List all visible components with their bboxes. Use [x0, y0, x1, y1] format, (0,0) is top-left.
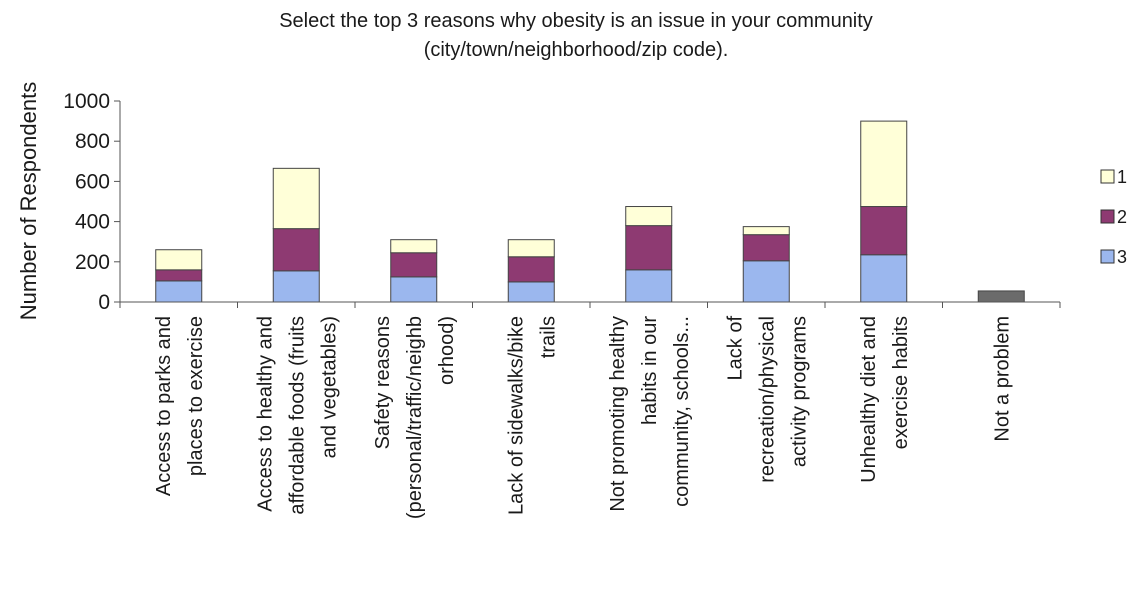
category-label-line: Lack of sidewalks/bike [505, 316, 527, 515]
category-label: Access to healthy and affordable foods (f… [254, 316, 340, 515]
y-tick-label: 0 [98, 291, 110, 314]
category-label-line: recreation/physical [756, 316, 778, 483]
category-label-line: activity programs [788, 316, 810, 467]
category-label: Lack of recreation/physical activity progr… [724, 316, 810, 483]
category-label-line: habits in our [639, 316, 661, 425]
y-tick-label: 800 [75, 130, 110, 153]
chart-title: Select the top 3 reasons why obesity is … [279, 10, 873, 32]
bar-segment-series-1-cat-2 [390, 239, 438, 254]
category-label-text: Not a problem [991, 316, 1013, 442]
category-label-line: (personal/traffic/neighb [404, 316, 426, 519]
category-label-line: affordable foods (fruits [286, 316, 308, 515]
legend-label-3: 3 [1117, 247, 1127, 267]
chart-subtitle: (city/town/neighborhood/zip code). [424, 39, 729, 61]
category-label-text: Lack of sidewalks/bike trails [505, 316, 559, 515]
category-label-line: Unhealthy diet and [858, 316, 880, 483]
bar-segment-series-3-cat-0 [155, 280, 203, 303]
category-label: Lack of sidewalks/bike trails [505, 316, 559, 515]
category-label: Not a problem [991, 316, 1013, 442]
category-label-line: community, schools... [671, 316, 693, 507]
bar-segment-series-2-cat-1 [272, 228, 320, 272]
category-label-line: Lack of [724, 316, 746, 381]
bar-segment-series-1-cat-4 [625, 206, 673, 227]
bar-segment-series-3-cat-3 [507, 281, 555, 303]
axes [119, 101, 1061, 308]
category-label-line: places to exercise [185, 316, 207, 476]
category-label-line: and vegetables) [318, 316, 340, 458]
bar-segment-series-3-cat-6 [860, 254, 908, 303]
bar-segment-series-3-cat-2 [390, 276, 438, 303]
legend-swatch-2 [1100, 209, 1115, 224]
y-tick-label: 400 [75, 211, 110, 234]
category-label-line: orhood) [436, 316, 458, 385]
bar-segment-series-2-cat-5 [742, 234, 790, 262]
bars [155, 120, 1025, 303]
category-label: Unhealthy diet and exercise habits [858, 316, 912, 483]
bar-segment-series-2-cat-4 [625, 225, 673, 271]
category-label: Access to parks and places to exercise [153, 316, 207, 496]
y-tick-label: 200 [75, 251, 110, 274]
legend-swatch-3 [1100, 249, 1115, 264]
category-label-line: Access to parks and [153, 316, 175, 496]
bar-segment-series-2-cat-0 [155, 269, 203, 282]
y-tick-label: 600 [75, 170, 110, 193]
bar-segment-series-1-cat-6 [860, 120, 908, 208]
y-axis-label: Number of Respondents [16, 82, 41, 320]
category-label-line: exercise habits [890, 316, 912, 449]
category-label: Safety reasons (personal/traffic/neighb or… [372, 316, 458, 519]
bar-single-cat-7 [977, 290, 1025, 303]
category-label-line: Safety reasons [372, 316, 394, 449]
category-label-text: Unhealthy diet and exercise habits [858, 316, 912, 483]
category-label-text: Access to parks and places to exercise [153, 316, 207, 496]
y-axis: 0 200 400 600 800 1000 [63, 90, 120, 314]
category-label: Not promoting healthy habits in our commun… [607, 316, 693, 512]
category-label-line: Access to healthy and [254, 316, 276, 512]
y-tick-label: 1000 [63, 90, 110, 113]
bar-segment-series-1-cat-0 [155, 249, 203, 271]
legend-label-2: 2 [1117, 207, 1127, 227]
bar-segment-series-1-cat-3 [507, 239, 555, 258]
bar-segment-series-3-cat-5 [742, 260, 790, 303]
bar-segment-series-2-cat-6 [860, 206, 908, 256]
legend: 1 2 3 [1100, 167, 1127, 267]
category-label-line: trails [537, 316, 559, 358]
legend-label-1: 1 [1117, 167, 1127, 187]
category-label-line: Not promoting healthy [607, 316, 629, 512]
category-label-text: Lack of recreation/physical activity progr… [724, 316, 810, 483]
bar-segment-series-2-cat-3 [507, 256, 555, 283]
bar-segment-series-2-cat-2 [390, 252, 438, 278]
category-label-line: Not a problem [991, 316, 1013, 442]
legend-swatch-1 [1100, 169, 1115, 184]
bar-segment-series-3-cat-1 [272, 270, 320, 303]
bar-segment-series-3-cat-4 [625, 269, 673, 303]
x-axis-labels: Access to parks and places to exercise Acc… [153, 316, 1014, 520]
bar-segment-series-1-cat-5 [742, 226, 790, 236]
category-label-text: Safety reasons (personal/traffic/neighb or… [372, 316, 458, 519]
category-label-text: Not promoting healthy habits in our commun… [607, 316, 693, 512]
category-label-text: Access to healthy and affordable foods (f… [254, 316, 340, 515]
bar-segment-series-1-cat-1 [272, 167, 320, 230]
